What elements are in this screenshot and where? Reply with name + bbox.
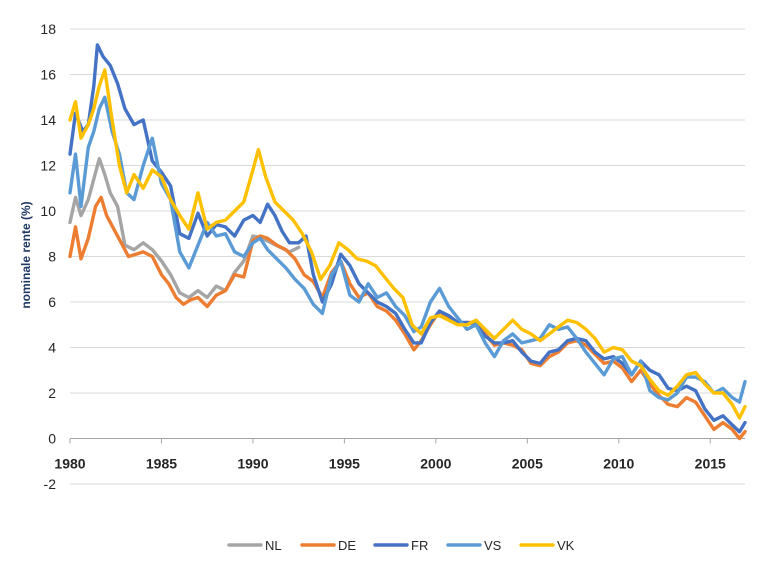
legend-label-vs: VS bbox=[484, 538, 502, 553]
y-tick-label: 14 bbox=[40, 112, 56, 128]
series-line-de bbox=[68, 195, 747, 441]
y-tick-label: 2 bbox=[48, 385, 56, 401]
legend-label-fr: FR bbox=[411, 538, 428, 553]
y-tick-label: 16 bbox=[40, 67, 56, 83]
y-tick-label: 4 bbox=[48, 340, 56, 356]
y-tick-label: 10 bbox=[40, 203, 56, 219]
y-tick-label: 6 bbox=[48, 294, 56, 310]
y-tick-label: 18 bbox=[40, 21, 56, 37]
x-tick-label: 2015 bbox=[695, 456, 726, 472]
axes: -2 0 2 4 6 8 10 12 14 16 18 1980 1985 1990 1995 2000 200… bbox=[40, 21, 745, 492]
y-tick-label: -2 bbox=[44, 476, 57, 492]
y-axis-label: nominale rente (%) bbox=[19, 201, 33, 308]
series-lines bbox=[68, 43, 747, 441]
legend-label-de: DE bbox=[338, 538, 356, 553]
x-tick-label: 2005 bbox=[512, 456, 543, 472]
gridlines bbox=[70, 28, 745, 485]
y-tick-label: 12 bbox=[40, 158, 56, 174]
y-tick-label: 8 bbox=[48, 249, 56, 265]
x-tick-label: 1980 bbox=[54, 456, 85, 472]
series-line-vs bbox=[68, 95, 747, 404]
legend-label-vk: VK bbox=[557, 538, 575, 553]
legend: NL DE FR VS VK bbox=[227, 538, 575, 553]
x-tick-label: 2000 bbox=[420, 456, 451, 472]
x-tick-label: 1995 bbox=[329, 456, 360, 472]
legend-label-nl: NL bbox=[265, 538, 282, 553]
x-tick-label: 2010 bbox=[603, 456, 634, 472]
y-tick-label: 0 bbox=[48, 431, 56, 447]
series-line-nl bbox=[68, 157, 301, 300]
x-tick-label: 1990 bbox=[237, 456, 268, 472]
series-line-vk bbox=[68, 68, 747, 420]
x-tick-label: 1985 bbox=[146, 456, 177, 472]
